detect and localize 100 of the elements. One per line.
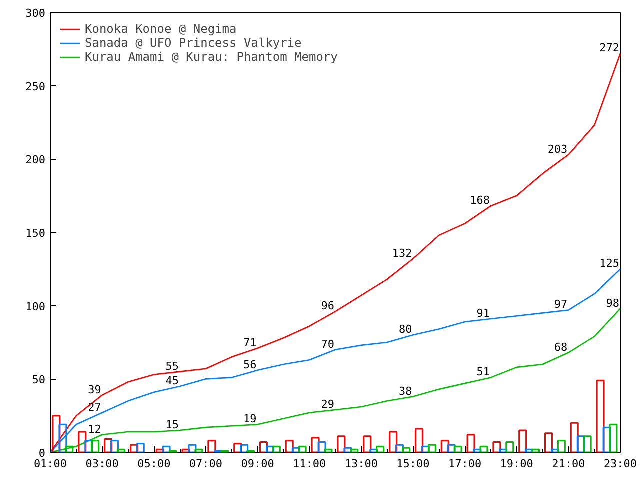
bar — [550, 448, 560, 452]
data-label: 125 — [600, 257, 620, 270]
data-label: 55 — [166, 360, 180, 373]
y-tick-label: 250 — [26, 80, 46, 94]
y-tick-label: 150 — [26, 227, 46, 240]
bar — [492, 441, 502, 452]
bar — [363, 436, 372, 452]
bar — [234, 442, 242, 452]
bar — [337, 436, 346, 452]
data-label: 71 — [244, 336, 257, 350]
data-label: 70 — [321, 338, 335, 351]
bar — [130, 444, 138, 452]
x-tick-label: 13:00 — [344, 458, 378, 470]
legend-label: Kurau Amami @ Kurau: Phantom Memory — [85, 50, 338, 64]
y-tick-label: 200 — [26, 154, 46, 167]
bar — [466, 434, 476, 452]
bar — [506, 441, 514, 452]
bar — [396, 444, 404, 452]
y-tick-label: 50 — [32, 374, 46, 387]
bar — [609, 424, 618, 452]
data-label: 68 — [554, 340, 568, 354]
data-label: 38 — [398, 384, 412, 398]
data-label: 96 — [321, 300, 335, 313]
bar — [110, 440, 119, 452]
x-tick-label: 19:00 — [500, 458, 534, 470]
x-tick-label: 09:00 — [241, 458, 274, 470]
data-label: 39 — [88, 383, 102, 396]
data-label: 56 — [244, 358, 257, 372]
bar — [480, 446, 488, 452]
bar — [544, 432, 553, 452]
x-tick-label: 07:00 — [189, 458, 223, 470]
data-label: 45 — [166, 374, 180, 388]
bar — [557, 440, 566, 452]
bar — [318, 441, 326, 452]
bar — [285, 440, 294, 452]
bar — [344, 447, 352, 452]
bar — [266, 446, 274, 452]
data-label: 97 — [554, 298, 568, 312]
bar — [576, 436, 586, 452]
bar — [518, 430, 528, 452]
bar — [454, 446, 462, 452]
bar — [525, 448, 534, 452]
data-label: 12 — [88, 422, 102, 436]
bar — [402, 447, 410, 452]
bar — [84, 440, 94, 452]
x-tick-label: 21:00 — [552, 458, 586, 470]
x-tick-label: 15:00 — [396, 458, 430, 470]
legend-label: Sanada @ UFO Princess Valkyrie — [85, 36, 302, 50]
legend-label: Konoka Konoe @ Negima — [85, 22, 237, 36]
data-label: 168 — [470, 194, 490, 208]
bar — [104, 438, 113, 452]
bar — [292, 447, 300, 452]
bar — [583, 436, 592, 452]
data-label: 203 — [548, 142, 568, 156]
bar — [596, 380, 605, 452]
bar — [188, 444, 197, 452]
data-label: 29 — [321, 398, 335, 411]
x-tick-label: 11:00 — [293, 458, 326, 470]
bar — [194, 448, 204, 452]
bar — [208, 440, 216, 452]
bar — [136, 442, 145, 452]
bar — [162, 446, 171, 452]
bar — [473, 448, 482, 452]
data-label: 80 — [398, 323, 412, 336]
bar — [259, 441, 268, 452]
x-tick-label: 17:00 — [448, 458, 482, 470]
data-label: 272 — [600, 42, 620, 55]
bar — [116, 448, 126, 452]
bar — [298, 446, 307, 452]
x-tick-label: 23:00 — [604, 458, 638, 470]
data-label: 91 — [476, 307, 490, 320]
data-label: 51 — [476, 366, 490, 379]
x-tick-label: 03:00 — [86, 458, 119, 470]
bar — [570, 422, 579, 452]
bar — [182, 448, 190, 452]
bar — [414, 428, 424, 452]
y-tick-label: 0 — [38, 447, 46, 460]
bar — [311, 437, 320, 452]
y-tick-label: 100 — [26, 300, 46, 314]
bar — [78, 431, 87, 452]
bar — [499, 448, 508, 452]
bar — [324, 448, 333, 452]
bar — [272, 446, 281, 452]
bar — [440, 440, 450, 452]
bar — [370, 448, 378, 452]
bar — [240, 444, 249, 452]
data-label: 98 — [606, 296, 620, 310]
data-label: 19 — [244, 412, 257, 426]
bar — [156, 448, 164, 452]
data-label: 15 — [166, 418, 180, 432]
data-label: 27 — [88, 400, 102, 414]
y-tick-label: 300 — [26, 7, 46, 20]
bar — [389, 431, 398, 452]
bar — [376, 446, 385, 452]
bar — [532, 448, 540, 452]
x-tick-label: 05:00 — [138, 458, 171, 470]
bar — [447, 444, 456, 452]
bar — [421, 446, 430, 452]
bar — [350, 448, 359, 452]
bar — [602, 426, 612, 452]
